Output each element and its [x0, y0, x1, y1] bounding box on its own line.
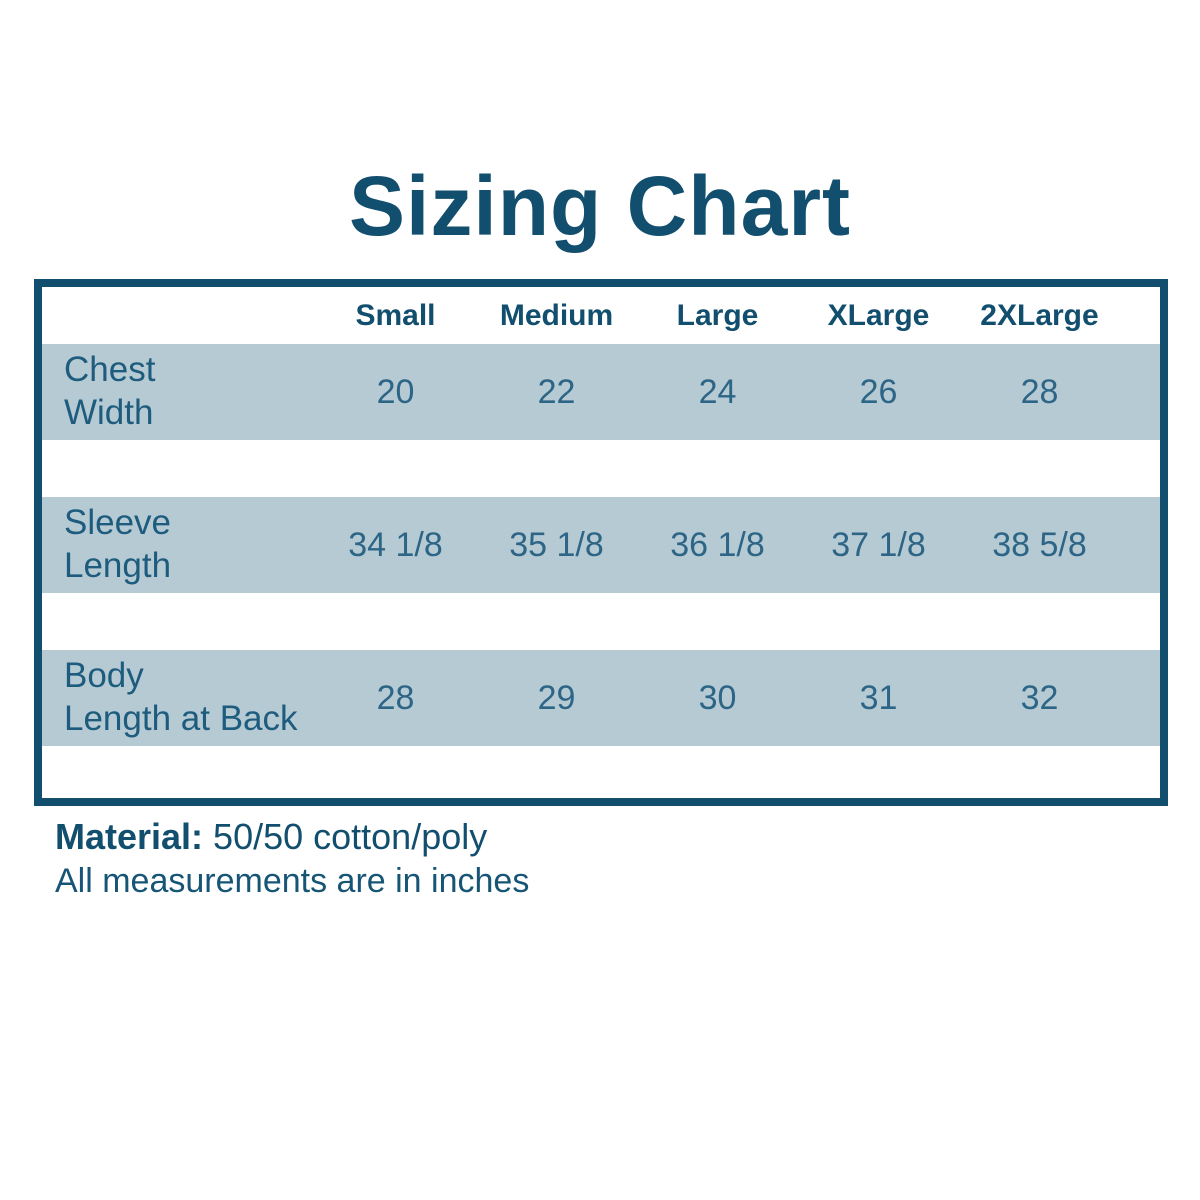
spacer-row: [42, 440, 1160, 497]
page-title: Sizing Chart: [348, 159, 851, 253]
sizing-table: Small Medium Large XLarge 2XLarge Chest …: [34, 279, 1168, 806]
material-value: 50/50 cotton/poly: [213, 816, 488, 857]
material-line: Material: 50/50 cotton/poly: [55, 816, 487, 858]
measurements-note: All measurements are in inches: [55, 862, 530, 900]
table-row-sleeve-length: Sleeve Length 34 1/8 35 1/8 36 1/8 37 1/…: [42, 497, 1160, 593]
cell-sleeve-length-small: 34 1/8: [348, 525, 443, 564]
table-row-chest-width: Chest Width 20 22 24 26 28: [42, 344, 1160, 440]
cell-body-length-xlarge: 31: [859, 678, 898, 717]
cell-sleeve-length-2xlarge: 38 5/8: [992, 525, 1087, 564]
cell-body-length-2xlarge: 32: [1020, 678, 1059, 717]
cell-body-length-large: 30: [698, 678, 737, 717]
row-label-sleeve-length: Sleeve Length: [64, 503, 172, 585]
cell-sleeve-length-large: 36 1/8: [670, 525, 765, 564]
column-header-small: Small: [355, 298, 436, 332]
cell-chest-width-2xlarge: 28: [1020, 372, 1059, 411]
row-label-chest-width: Chest Width: [64, 350, 156, 432]
spacer-row: [42, 746, 1160, 798]
cell-body-length-medium: 29: [537, 678, 576, 717]
cell-body-length-small: 28: [376, 678, 415, 717]
cell-chest-width-large: 24: [698, 372, 737, 411]
cell-chest-width-xlarge: 26: [859, 372, 898, 411]
cell-sleeve-length-xlarge: 37 1/8: [831, 525, 926, 564]
column-header-medium: Medium: [499, 298, 614, 332]
column-header-large: Large: [676, 298, 759, 332]
table-row-body-length: Body Length at Back 28 29 30 31 32: [42, 650, 1160, 746]
cell-chest-width-medium: 22: [537, 372, 576, 411]
spacer-row: [42, 593, 1160, 650]
cell-chest-width-small: 20: [376, 372, 415, 411]
column-header-xlarge: XLarge: [827, 298, 930, 332]
column-header-2xlarge: 2XLarge: [980, 298, 1099, 332]
row-label-body-length: Body Length at Back: [64, 656, 298, 738]
cell-sleeve-length-medium: 35 1/8: [509, 525, 604, 564]
table-header-row: Small Medium Large XLarge 2XLarge: [42, 287, 1160, 344]
material-label: Material:: [55, 816, 204, 857]
